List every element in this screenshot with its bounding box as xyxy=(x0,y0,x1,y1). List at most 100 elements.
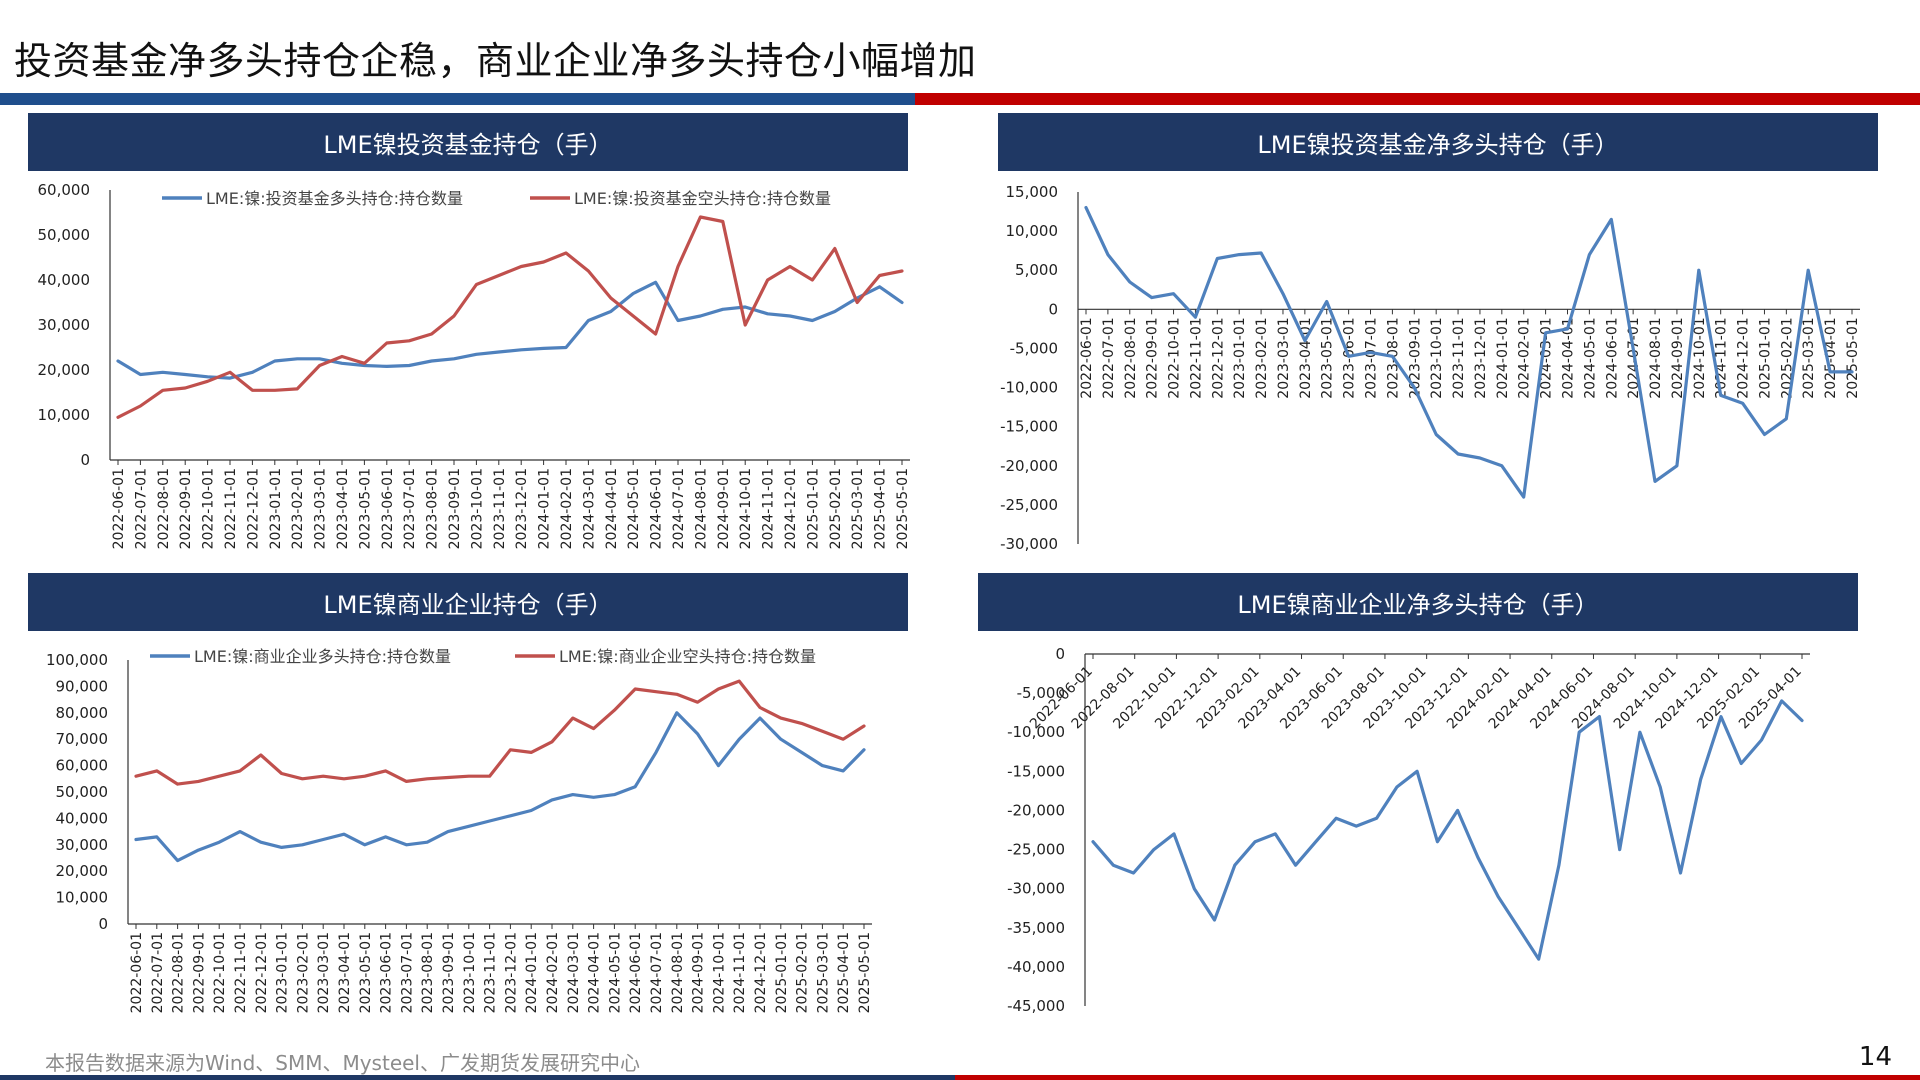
x-tick-label: 2023-01-01 xyxy=(275,932,291,1013)
x-tick-label: 2024-11-01 xyxy=(732,932,748,1013)
x-tick-label: 2023-05-01 xyxy=(357,468,373,549)
x-tick-label: 2025-05-01 xyxy=(895,468,911,549)
x-tick-label: 2025-02-01 xyxy=(795,932,811,1013)
x-tick-label: 2023-07-01 xyxy=(1364,317,1380,398)
page-title: 投资基金净多头持仓企稳，商业企业净多头持仓小幅增加 xyxy=(14,39,977,83)
x-tick-label: 2022-09-01 xyxy=(1145,317,1161,398)
x-tick-label: 2022-12-01 xyxy=(1210,317,1226,398)
x-tick-label: 2025-02-01 xyxy=(1779,317,1795,398)
chart-commercial-holdings: 0 10,000 20,000 30,000 40,000 50,000 60,000 70,… xyxy=(46,647,873,1013)
y-tick-label: 20,000 xyxy=(56,862,109,880)
x-tick-label: 2022-11-01 xyxy=(233,932,249,1013)
y-tick-label: 0 xyxy=(1048,300,1058,318)
x-tick-label: 2023-06-01 xyxy=(379,932,395,1013)
y-tick-label: -25,000 xyxy=(1000,496,1058,514)
legend-label: LME:镍:投资基金多头持仓:持仓数量 xyxy=(206,189,463,208)
x-tick-label: 2025-02-01 xyxy=(828,468,844,549)
x-tick-label: 2023-08-01 xyxy=(425,468,441,549)
x-tick-label: 2022-06-01 xyxy=(129,932,145,1013)
y-tick-label: 100,000 xyxy=(46,651,108,669)
x-tick-label: 2022-06-01 xyxy=(1079,317,1095,398)
y-tick-label: -30,000 xyxy=(1007,880,1065,898)
legend-label: LME:镍:商业企业空头持仓:持仓数量 xyxy=(559,647,816,666)
x-tick-label: 2023-07-01 xyxy=(399,932,415,1013)
x-tick-label: 2024-05-01 xyxy=(607,932,623,1013)
x-tick-label: 2025-03-01 xyxy=(815,932,831,1013)
x-tick-label: 2022-11-01 xyxy=(1188,317,1204,398)
y-tick-label: 10,000 xyxy=(56,889,109,907)
y-tick-label: -40,000 xyxy=(1007,958,1065,976)
x-tick-label: 2025-04-01 xyxy=(836,932,852,1013)
x-tick-label: 2024-09-01 xyxy=(691,932,707,1013)
x-tick-label: 2024-08-01 xyxy=(1648,317,1664,398)
y-tick-label: 60,000 xyxy=(56,757,109,775)
x-tick-label: 2022-11-01 xyxy=(223,468,239,549)
y-tick-label: 30,000 xyxy=(38,316,91,334)
x-tick-label: 2023-01-01 xyxy=(1232,317,1248,398)
y-tick-label: -20,000 xyxy=(1000,457,1058,475)
x-tick-label: 2022-12-01 xyxy=(254,932,270,1013)
x-tick-label: 2024-07-01 xyxy=(649,932,665,1013)
x-tick-label: 2024-09-01 xyxy=(1670,317,1686,398)
x-tick-label: 2024-04-01 xyxy=(604,468,620,549)
x-tick-label: 2024-11-01 xyxy=(761,468,777,549)
y-tick-label: -25,000 xyxy=(1007,841,1065,859)
y-tick-label: 10,000 xyxy=(1006,222,1059,240)
series-line-1 xyxy=(134,711,866,863)
x-tick-label: 2022-08-01 xyxy=(171,932,187,1013)
legend-label: LME:镍:投资基金空头持仓:持仓数量 xyxy=(574,189,831,208)
x-tick-label: 2024-10-01 xyxy=(711,932,727,1013)
y-tick-label: -30,000 xyxy=(1000,535,1058,553)
y-tick-label: -45,000 xyxy=(1007,997,1065,1015)
x-tick-label: 2023-08-01 xyxy=(420,932,436,1013)
chart-fund-net-long: 15,000 10,000 5,000 0 -5,000 -10,000 -15,000 -2… xyxy=(1000,183,1861,553)
x-tick-label: 2023-01-01 xyxy=(268,468,284,549)
x-tick-label: 2023-06-01 xyxy=(380,468,396,549)
x-tick-label: 2024-03-01 xyxy=(1539,317,1555,398)
x-tick-label: 2023-10-01 xyxy=(1429,317,1445,398)
x-tick-label: 2023-09-01 xyxy=(1407,317,1423,398)
x-tick-label: 2024-06-01 xyxy=(1604,317,1620,398)
x-tick-label: 2024-01-01 xyxy=(1495,317,1511,398)
y-tick-label: 90,000 xyxy=(56,677,109,695)
x-tick-label: 2025-05-01 xyxy=(857,932,873,1013)
x-tick-label: 2024-11-01 xyxy=(1714,317,1730,398)
y-tick-label: 40,000 xyxy=(56,809,109,827)
x-tick-label: 2024-04-01 xyxy=(1560,317,1576,398)
y-tick-label: 30,000 xyxy=(56,836,109,854)
y-tick-label: 80,000 xyxy=(56,704,109,722)
y-tick-label: 50,000 xyxy=(38,226,91,244)
x-tick-label: 2023-04-01 xyxy=(337,932,353,1013)
x-tick-label: 2024-12-01 xyxy=(1736,317,1752,398)
chart-header-fund-holdings: LME镍投资基金持仓（手） xyxy=(28,113,908,171)
y-tick-label: -35,000 xyxy=(1007,919,1065,937)
x-tick-label: 2023-12-01 xyxy=(1473,317,1489,398)
x-tick-label: 2023-05-01 xyxy=(1320,317,1336,398)
series-line-1 xyxy=(1084,206,1854,499)
x-tick-label: 2023-02-01 xyxy=(290,468,306,549)
x-tick-label: 2024-10-01 xyxy=(1692,317,1708,398)
x-tick-label: 2023-03-01 xyxy=(316,932,332,1013)
x-tick-label: 2022-07-01 xyxy=(1101,317,1117,398)
y-tick-label: -15,000 xyxy=(1000,418,1058,436)
y-tick-label: 0 xyxy=(98,915,108,933)
chart-header-commercial-net-long: LME镍商业企业净多头持仓（手） xyxy=(978,573,1858,631)
series-line-1 xyxy=(116,280,904,380)
x-tick-label: 2023-02-01 xyxy=(1254,317,1270,398)
chart-header-commercial-holdings: LME镍商业企业持仓（手） xyxy=(28,573,908,631)
x-tick-label: 2024-01-01 xyxy=(537,468,553,549)
x-tick-label: 2022-10-01 xyxy=(201,468,217,549)
x-tick-label: 2024-03-01 xyxy=(581,468,597,549)
y-tick-label: -5,000 xyxy=(1017,684,1065,702)
x-tick-label: 2025-03-01 xyxy=(850,468,866,549)
y-tick-label: 50,000 xyxy=(56,783,109,801)
x-tick-label: 2023-06-01 xyxy=(1342,317,1358,398)
x-tick-label: 2023-03-01 xyxy=(1276,317,1292,398)
x-tick-label: 2024-02-01 xyxy=(545,932,561,1013)
x-tick-label: 2023-11-01 xyxy=(1451,317,1467,398)
x-tick-label: 2023-11-01 xyxy=(492,468,508,549)
x-tick-label: 2023-05-01 xyxy=(358,932,374,1013)
x-tick-label: 2025-04-01 xyxy=(873,468,889,549)
x-tick-label: 2024-02-01 xyxy=(559,468,575,549)
x-tick-label: 2023-09-01 xyxy=(441,932,457,1013)
